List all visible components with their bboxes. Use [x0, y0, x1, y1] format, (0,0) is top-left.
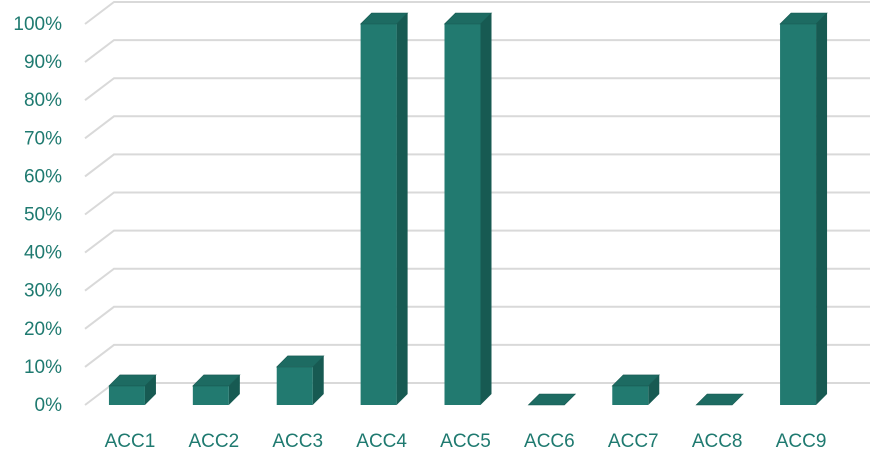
bar-top: [192, 374, 241, 387]
x-category-label: ACC3: [272, 431, 323, 452]
gridline: [84, 191, 870, 216]
y-axis-ticks: 0% 10% 20% 30% 40% 50% 60% 70% 80% 90% 100%: [13, 14, 62, 416]
bar-side: [480, 13, 492, 405]
gridline: [84, 39, 870, 63]
bar-acc4: [359, 12, 409, 405]
gridline: [84, 153, 870, 178]
bar-side: [648, 374, 660, 405]
bar-front: [192, 385, 229, 405]
bar-side: [228, 374, 240, 405]
bar-top: [108, 374, 157, 387]
gridline: [84, 229, 870, 254]
gridline: [84, 305, 870, 330]
y-tick-label: 0%: [35, 395, 63, 416]
bar-front: [360, 24, 397, 405]
bar-front: [108, 385, 145, 405]
bar-front: [276, 366, 313, 405]
gridline: [84, 1, 870, 25]
bar-acc9: [779, 12, 828, 405]
x-category-label: ACC5: [440, 431, 491, 452]
bar-top: [779, 12, 828, 25]
gridline: [84, 77, 870, 101]
bar-acc7: [611, 374, 661, 405]
bar-front: [612, 385, 649, 405]
bar-acc6: [527, 393, 577, 406]
gridline: [84, 343, 870, 368]
gridlines: [84, 1, 870, 406]
bar-top: [695, 393, 744, 406]
bar-side: [396, 13, 408, 405]
bars: [108, 12, 828, 406]
bar-acc3: [275, 355, 325, 405]
x-category-label: ACC7: [608, 431, 659, 452]
bar-top: [443, 12, 493, 25]
y-tick-label: 40%: [24, 243, 62, 264]
x-category-label: ACC1: [105, 431, 156, 452]
y-tick-label: 50%: [24, 205, 62, 226]
bar-top: [275, 355, 325, 368]
x-category-label: ACC9: [776, 431, 827, 452]
bar-acc1: [108, 374, 157, 405]
x-category-label: ACC6: [524, 431, 575, 452]
bar-acc2: [192, 374, 241, 405]
bar-side: [816, 13, 828, 405]
bar-side: [144, 374, 156, 405]
bar-acc5: [443, 12, 493, 405]
gridline: [84, 267, 870, 292]
x-category-label: ACC8: [692, 431, 743, 452]
bar-front: [444, 24, 481, 405]
y-tick-label: 30%: [24, 281, 62, 302]
bar-top: [527, 393, 577, 406]
y-tick-label: 80%: [24, 90, 62, 111]
bar-acc8: [695, 393, 744, 406]
bar-top: [359, 12, 409, 25]
y-tick-label: 60%: [24, 166, 62, 187]
y-tick-label: 70%: [24, 128, 62, 149]
bar-top: [611, 374, 661, 387]
y-tick-label: 20%: [24, 319, 62, 340]
x-category-label: ACC4: [356, 431, 407, 452]
bar-front: [780, 24, 817, 405]
y-tick-label: 90%: [24, 52, 62, 73]
x-axis-labels: ACC1 ACC2 ACC3 ACC4 ACC5 ACC6 ACC7 ACC8 ACC9: [105, 431, 827, 452]
y-tick-label: 100%: [13, 14, 62, 35]
bar-side: [312, 355, 324, 405]
gridline: [84, 115, 870, 140]
y-tick-label: 10%: [24, 357, 62, 378]
x-category-label: ACC2: [188, 431, 239, 452]
